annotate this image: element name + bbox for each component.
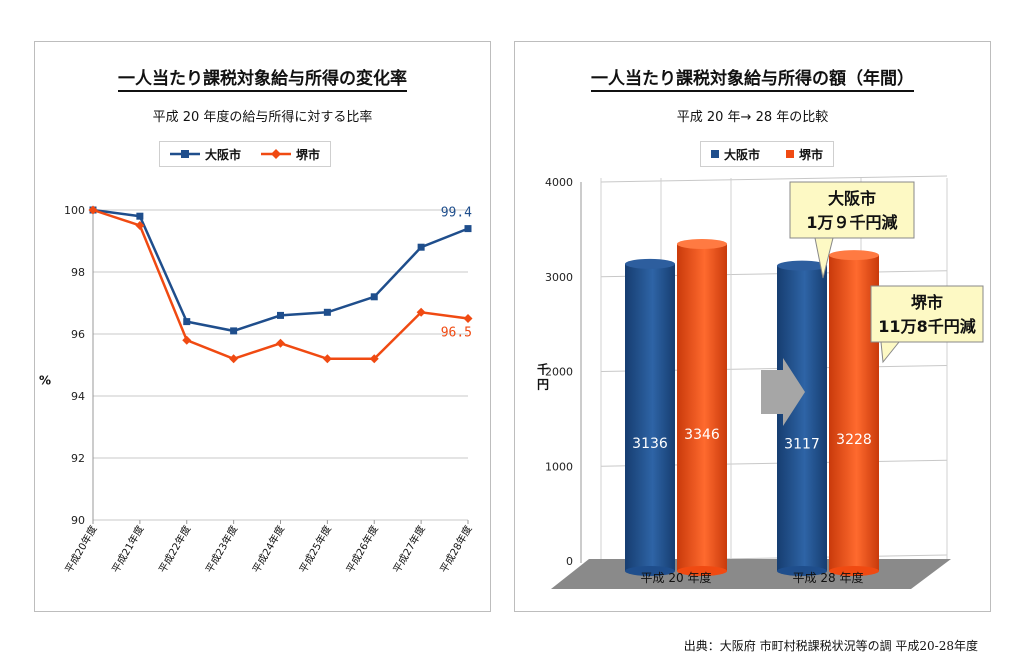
left-chart-panel: 一人当たり課税対象給与所得の変化率 平成 20 年度の給与所得に対する比率 大阪… — [34, 41, 491, 612]
data-point-sakai — [276, 338, 285, 348]
x-category-label: 平成 20 年度 — [641, 570, 712, 585]
x-tick-label: 平成20年度 — [62, 523, 100, 575]
data-point-osaka — [464, 225, 472, 233]
x-tick-label: 平成28年度 — [437, 523, 475, 575]
legend-label-sakai: 堺市 — [296, 147, 321, 162]
x-tick-label: 平成23年度 — [203, 523, 241, 575]
legend-swatch-sakai-bar — [786, 150, 795, 158]
left-chart-title: 一人当たり課税対象給与所得の変化率 — [118, 69, 407, 92]
legend-swatch-osaka — [170, 150, 200, 158]
data-point-sakai — [463, 314, 473, 323]
callout-box — [870, 285, 984, 343]
callout-tail — [880, 341, 901, 364]
callout-box — [789, 181, 915, 239]
data-point-sakai — [182, 335, 192, 345]
left-chart-subtitle: 平成 20 年度の給与所得に対する比率 — [152, 110, 373, 125]
callout-osaka-title: 大阪市 — [828, 189, 876, 208]
legend-label-osaka: 大阪市 — [205, 147, 242, 162]
bar-chart-plot: 0 1000 2000 3000 4000 千円 3136 3346 平成 20 年度 3117 3… — [537, 175, 984, 589]
bar-top — [829, 250, 879, 261]
bar-base — [829, 566, 879, 576]
bar-value-label: 3346 — [684, 427, 720, 443]
comparison-arrow-icon — [761, 358, 805, 426]
y-axis-label-char: 円 — [537, 377, 549, 391]
y-tick-label: 4000 — [545, 176, 573, 189]
series-line-sakai — [92, 208, 469, 361]
x-tick-label: 平成21年度 — [109, 523, 147, 575]
x-tick-label: 平成24年度 — [249, 523, 287, 575]
y-tick-label: 1000 — [545, 460, 573, 473]
data-point-osaka — [277, 311, 284, 319]
data-point-sakai — [135, 221, 145, 230]
right-chart-subtitle: 平成 20 年→ 28 年の比較 — [676, 110, 829, 125]
x-tick-label: 平成25年度 — [296, 523, 334, 575]
bar-top — [677, 238, 727, 249]
legend-swatch-sakai — [261, 149, 292, 159]
y-tick-label: 100 — [64, 204, 85, 217]
y-axis-label-char: 千 — [537, 361, 549, 376]
legend-label-osaka-bar: 大阪市 — [724, 147, 761, 162]
y-tick-label: 92 — [71, 452, 85, 465]
legend-item-sakai: 堺市 — [261, 146, 320, 163]
right-chart-panel: 一人当たり課税対象給与所得の額（年間） 平成 20 年→ 28 年の比較 大阪市… — [514, 41, 991, 612]
legend-swatch-osaka-bar — [711, 150, 719, 158]
data-point-sakai — [369, 354, 379, 364]
data-point-sakai — [322, 354, 332, 364]
bar-base — [625, 566, 675, 576]
y-tick-label: 98 — [71, 266, 85, 279]
legend-label-sakai-bar: 堺市 — [799, 147, 824, 162]
bar-top — [777, 260, 827, 271]
callout-osaka-text: 1万９千円減 — [806, 213, 897, 232]
data-point-osaka — [370, 293, 378, 301]
data-point-sakai — [229, 354, 239, 364]
x-tick-label: 平成22年度 — [156, 523, 194, 575]
data-point-sakai — [416, 307, 426, 317]
y-tick-label: 0 — [566, 555, 573, 568]
y-tick-label: 96 — [71, 328, 85, 341]
y-axis-label: % — [39, 374, 51, 388]
x-tick-label: 平成26年度 — [343, 523, 381, 575]
bar-base — [777, 566, 827, 576]
data-point-osaka — [230, 327, 238, 335]
x-category-label: 平成 28 年度 — [793, 570, 864, 585]
y-tick-label: 90 — [71, 514, 85, 527]
bar-value-label: 3136 — [632, 436, 668, 452]
left-chart-legend: 大阪市 堺市 — [159, 141, 332, 167]
bar-base — [677, 566, 727, 576]
bar-value-label: 3117 — [784, 437, 820, 453]
data-point-osaka — [417, 243, 425, 251]
data-label-end-sakai: 96.5 — [441, 326, 472, 341]
bar-value-label: 3228 — [836, 432, 872, 448]
y-tick-label: 2000 — [545, 366, 573, 379]
data-point-osaka — [136, 212, 144, 220]
right-chart-title: 一人当たり課税対象給与所得の額（年間） — [591, 69, 914, 92]
callout-sakai-text: 11万8千円減 — [878, 317, 975, 336]
y-tick-label: 94 — [71, 390, 85, 403]
bar-osaka — [625, 263, 675, 571]
data-point-sakai — [88, 205, 98, 215]
bar-sakai — [677, 243, 727, 572]
bar-top — [625, 258, 675, 269]
x-tick-label: 平成27年度 — [390, 523, 428, 575]
y-tick-label: 3000 — [545, 271, 573, 284]
data-point-osaka — [323, 308, 331, 316]
data-point-osaka — [183, 318, 191, 326]
source-note: 出典：大阪府 市町村税課税状況等の調 平成20-28年度 — [683, 639, 978, 653]
floor-3d — [551, 559, 951, 589]
right-chart-legend: 大阪市 堺市 — [700, 141, 835, 167]
callout-sakai-title: 堺市 — [911, 293, 943, 312]
legend-item-sakai-bar: 堺市 — [786, 146, 823, 163]
legend-item-osaka-bar: 大阪市 — [711, 146, 760, 163]
y-gridline — [600, 175, 948, 183]
data-label-end-osaka: 99.4 — [441, 206, 472, 221]
legend-item-osaka: 大阪市 — [170, 146, 241, 163]
